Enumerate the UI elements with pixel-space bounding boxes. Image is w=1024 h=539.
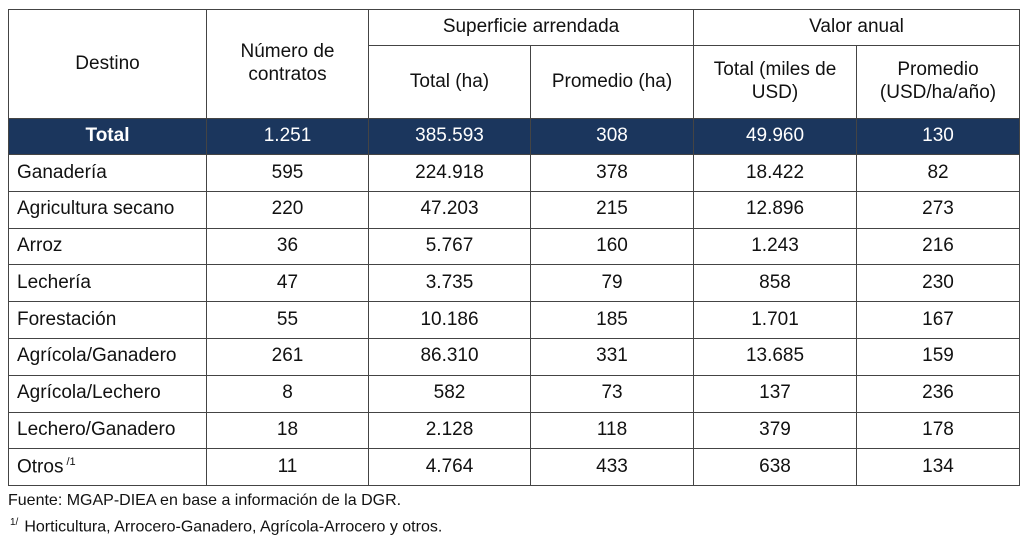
footnote-mark: /1 — [66, 455, 76, 468]
cell-sup-total: 5.767 — [368, 227, 531, 266]
cell-val-total: 1.701 — [693, 301, 858, 339]
table-row: Arroz 36 5.767 160 1.243 216 — [8, 227, 1021, 266]
cell-destino: Otros/1 — [8, 448, 207, 487]
cell-sup-promedio: 215 — [529, 190, 695, 229]
cell-val-total: 12.896 — [693, 190, 858, 229]
cell-sup-promedio: 331 — [529, 337, 695, 376]
total-numero: 1.251 — [206, 118, 369, 155]
cell-destino: Lechería — [8, 264, 207, 303]
cell-val-total: 18.422 — [693, 154, 858, 192]
destino-label: Arroz — [17, 235, 63, 257]
cell-val-promedio: 273 — [856, 190, 1021, 229]
header-sup-total: Total (ha) — [368, 45, 531, 119]
cell-val-promedio: 216 — [856, 227, 1021, 266]
cell-sup-total: 4.764 — [368, 448, 531, 487]
table-notes: Fuente: MGAP-DIEA en base a información … — [8, 490, 1019, 538]
cell-sup-total: 10.186 — [368, 301, 531, 339]
cell-val-total: 13.685 — [693, 337, 858, 376]
table-row: Lechero/Ganadero 18 2.128 118 379 178 — [8, 411, 1021, 450]
table-row: Otros/1 11 4.764 433 638 134 — [8, 448, 1021, 487]
cell-val-total: 858 — [693, 264, 858, 303]
cell-destino: Agrícola/Ganadero — [8, 337, 207, 376]
cell-val-total: 638 — [693, 448, 858, 487]
rental-table-figure: Destino Número de contratos Superficie a… — [8, 9, 1021, 539]
cell-val-promedio: 236 — [856, 374, 1021, 413]
cell-destino: Agrícola/Lechero — [8, 374, 207, 413]
header-valor-anual: Valor anual — [693, 9, 1021, 46]
cell-sup-promedio: 185 — [529, 301, 695, 339]
cell-numero: 18 — [206, 411, 369, 450]
cell-sup-total: 47.203 — [368, 190, 531, 229]
table-row: Agricultura secano 220 47.203 215 12.896 273 — [8, 190, 1021, 229]
cell-sup-total: 3.735 — [368, 264, 531, 303]
cell-numero: 36 — [206, 227, 369, 266]
footnote: 1/Horticultura, Arrocero-Ganadero, Agríc… — [8, 512, 1019, 538]
cell-destino: Forestación — [8, 301, 207, 339]
cell-numero: 261 — [206, 337, 369, 376]
source-note: Fuente: MGAP-DIEA en base a información … — [8, 492, 402, 510]
cell-val-promedio: 178 — [856, 411, 1021, 450]
table-row: Agrícola/Ganadero 261 86.310 331 13.685 159 — [8, 337, 1021, 376]
total-destino: Total — [8, 118, 207, 155]
cell-val-promedio: 167 — [856, 301, 1021, 339]
cell-sup-promedio: 433 — [529, 448, 695, 487]
cell-numero: 220 — [206, 190, 369, 229]
cell-sup-promedio: 118 — [529, 411, 695, 450]
cell-val-total: 379 — [693, 411, 858, 450]
cell-numero: 8 — [206, 374, 369, 413]
header-superficie-arrendada: Superficie arrendada — [367, 9, 695, 46]
rental-contracts-table: Destino Número de contratos Superficie a… — [8, 9, 1021, 487]
header-row-sub: Total (ha) Promedio (ha) Total (miles de… — [9, 45, 1021, 119]
cell-destino: Lechero/Ganadero — [8, 411, 207, 450]
cell-val-total: 137 — [693, 374, 858, 413]
cell-sup-total: 2.128 — [368, 411, 531, 450]
total-val-promedio: 130 — [856, 118, 1021, 155]
cell-sup-total: 224.918 — [368, 154, 531, 192]
destino-label: Forestación — [17, 308, 117, 330]
cell-destino: Ganadería — [8, 154, 207, 192]
destino-label: Agrícola/Ganadero — [17, 345, 177, 367]
cell-sup-promedio: 79 — [529, 264, 695, 303]
total-val-total: 49.960 — [693, 118, 858, 155]
header-row-group: Destino Número de contratos Superficie a… — [8, 9, 1021, 119]
cell-numero: 55 — [206, 301, 369, 339]
cell-val-promedio: 134 — [856, 448, 1021, 487]
cell-sup-promedio: 378 — [529, 154, 695, 192]
header-val-total: Total (miles de USD) — [693, 45, 858, 119]
cell-sup-total: 86.310 — [368, 337, 531, 376]
header-sup-promedio: Promedio (ha) — [529, 45, 695, 119]
total-sup-total: 385.593 — [368, 118, 531, 155]
destino-label: Lechería — [17, 271, 91, 293]
destino-label: Agricultura secano — [17, 198, 175, 220]
cell-numero: 595 — [206, 154, 369, 192]
footnote-text: Horticultura, Arrocero-Ganadero, Agrícol… — [24, 518, 443, 536]
table-row: Agrícola/Lechero 8 582 73 137 236 — [8, 374, 1021, 413]
table-row: Ganadería 595 224.918 378 18.422 82 — [8, 154, 1021, 192]
cell-val-promedio: 230 — [856, 264, 1021, 303]
destino-label: Lechero/Ganadero — [17, 419, 176, 441]
cell-destino: Agricultura secano — [8, 190, 207, 229]
total-sup-promedio: 308 — [529, 118, 695, 155]
cell-sup-total: 582 — [368, 374, 531, 413]
cell-val-total: 1.243 — [693, 227, 858, 266]
total-row: Total 1.251 385.593 308 49.960 130 — [8, 118, 1021, 155]
header-val-promedio: Promedio (USD/ha/año) — [856, 45, 1021, 119]
header-destino: Destino — [8, 9, 207, 119]
header-numero-contratos: Número de contratos — [206, 9, 369, 119]
footnote-mark: 1/ — [10, 517, 19, 529]
destino-label: Agrícola/Lechero — [17, 382, 161, 404]
cell-destino: Arroz — [8, 227, 207, 266]
destino-label: Ganadería — [17, 161, 107, 183]
cell-sup-promedio: 73 — [529, 374, 695, 413]
cell-numero: 47 — [206, 264, 369, 303]
table-row: Lechería 47 3.735 79 858 230 — [8, 264, 1021, 303]
cell-sup-promedio: 160 — [529, 227, 695, 266]
cell-numero: 11 — [206, 448, 369, 487]
cell-val-promedio: 82 — [856, 154, 1021, 192]
cell-val-promedio: 159 — [856, 337, 1021, 376]
table-row: Forestación 55 10.186 185 1.701 167 — [8, 301, 1021, 339]
destino-label: Otros — [17, 456, 64, 478]
